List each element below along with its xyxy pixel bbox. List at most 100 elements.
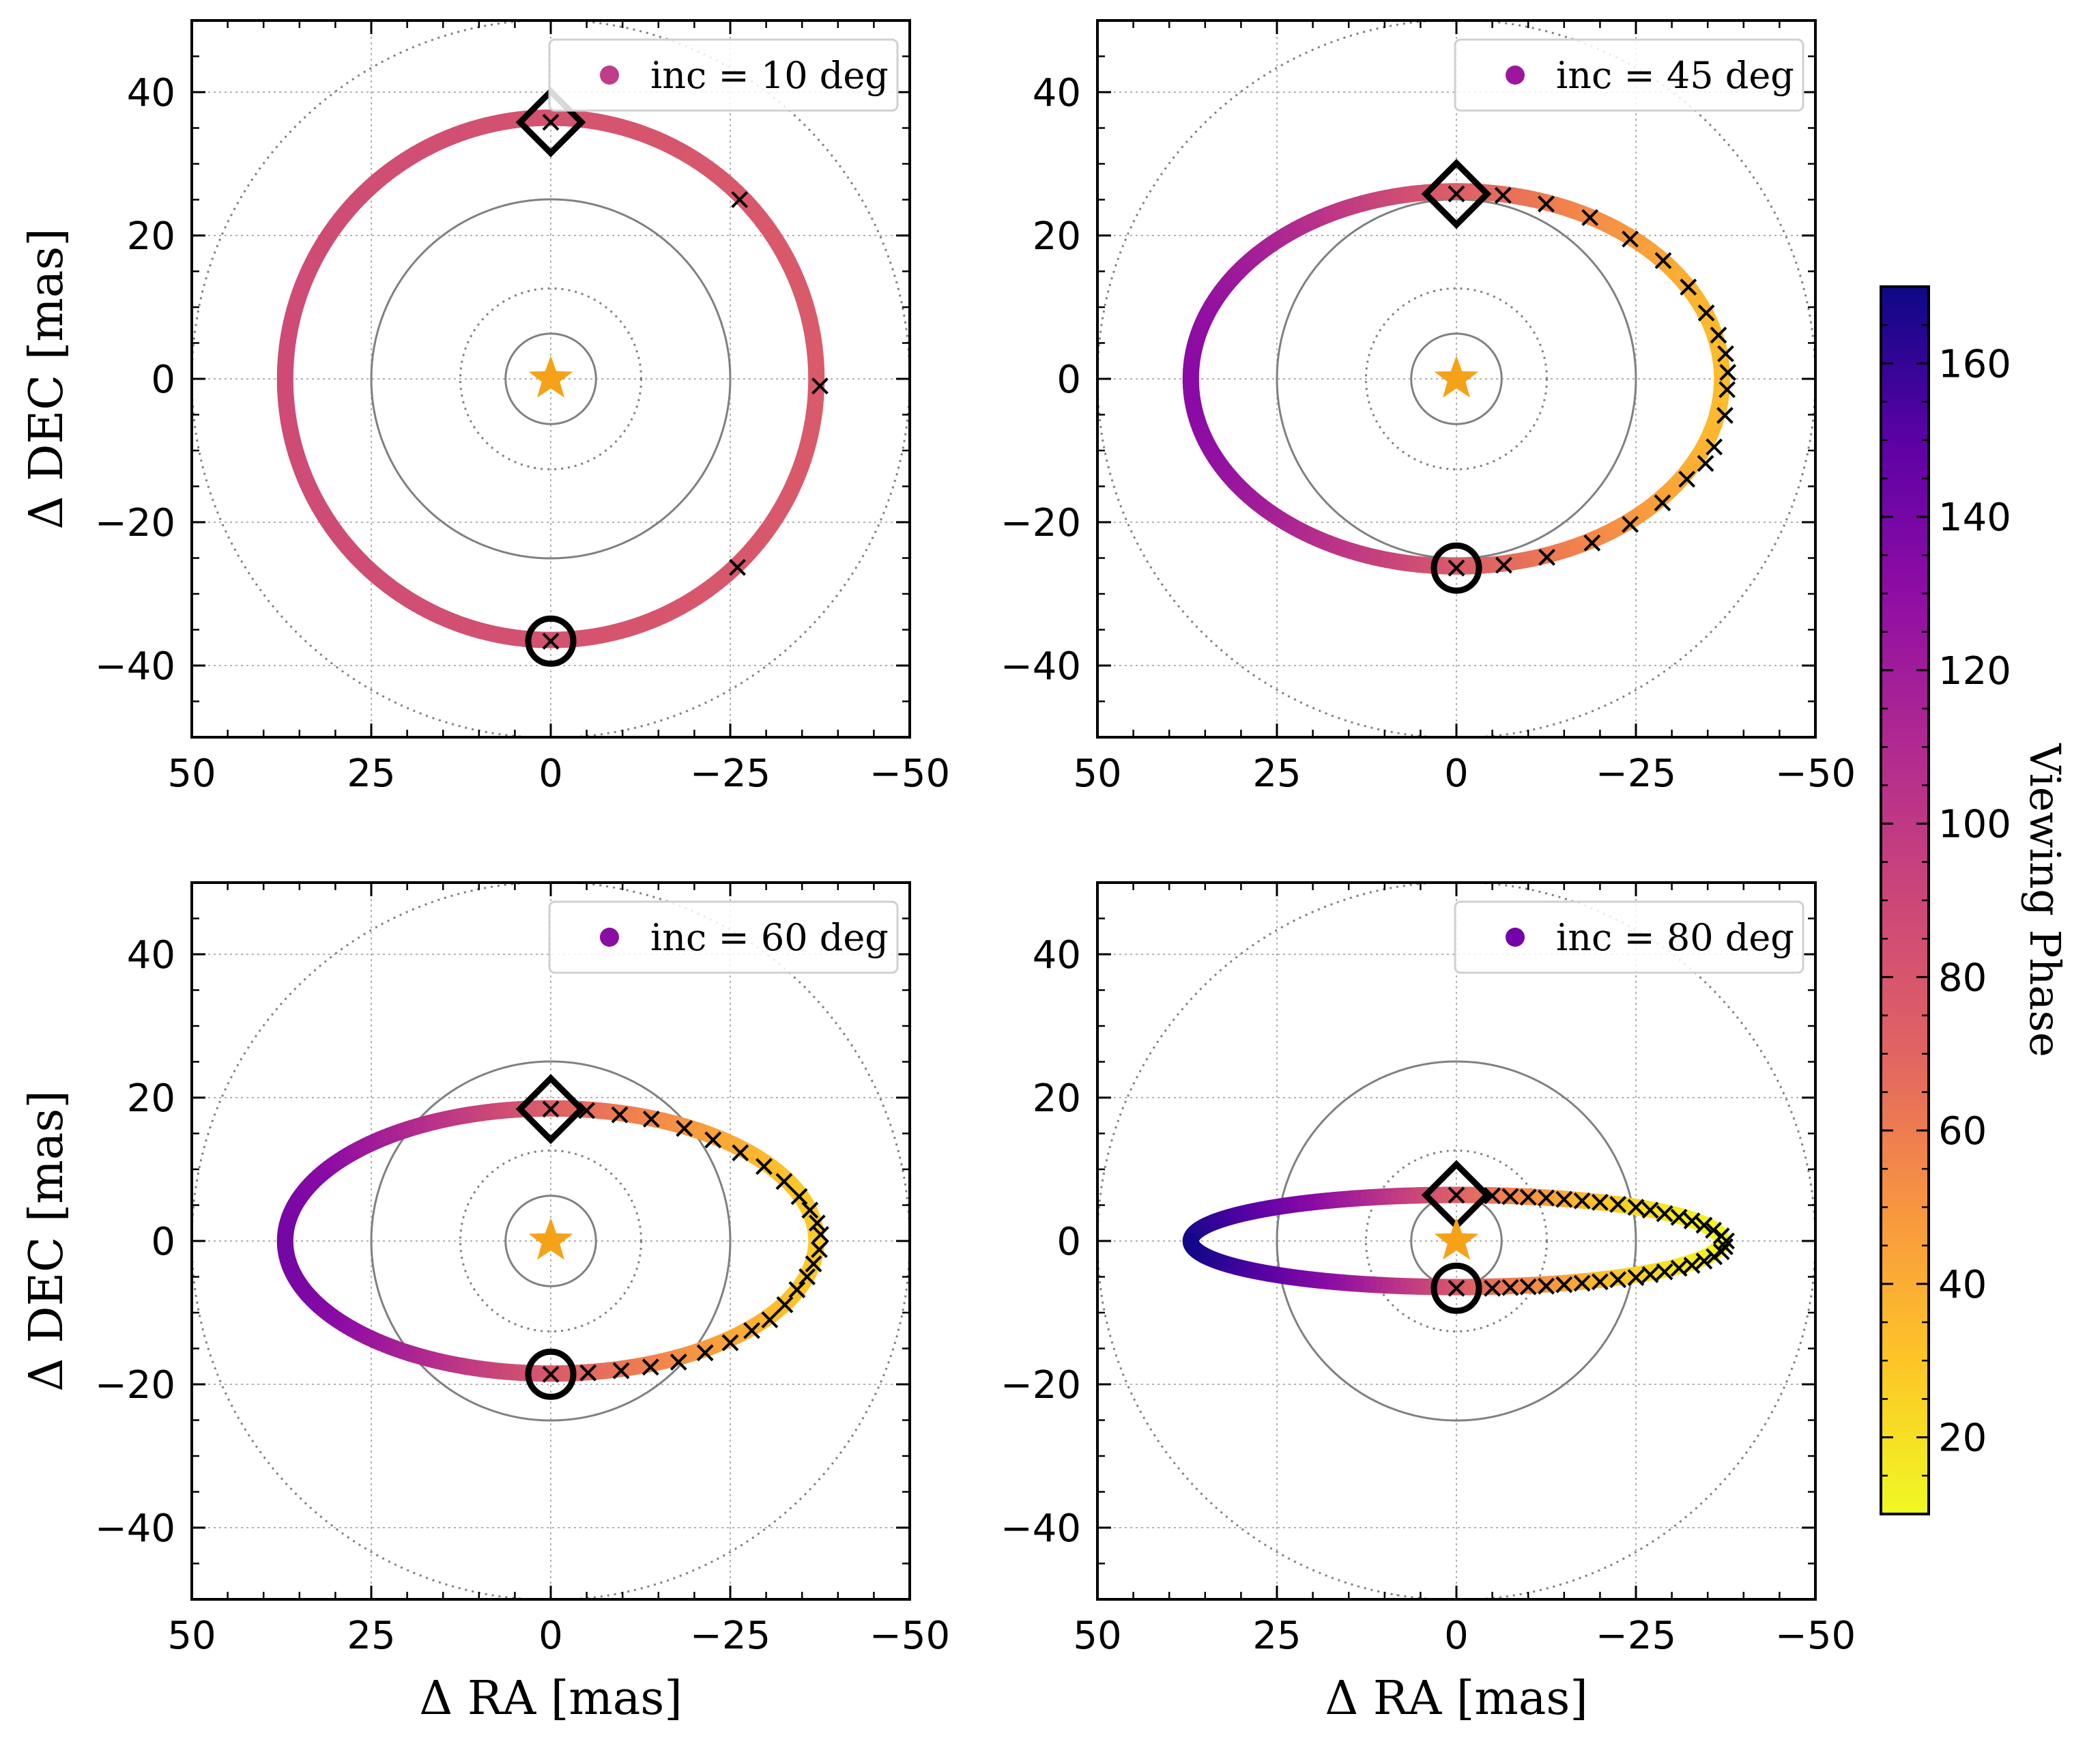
epoch-x-marker: [1719, 364, 1737, 381]
epoch-x-marker: [1538, 1189, 1555, 1207]
y-tick-label: 40: [127, 933, 175, 977]
epoch-x-marker: [1718, 381, 1736, 399]
host-star-icon: [1434, 356, 1479, 398]
epoch-x-marker: [743, 1322, 760, 1339]
reference-circle-dotted: [459, 287, 643, 471]
epoch-x-marker: [1627, 1199, 1645, 1216]
legend-label: inc = 45 deg: [1556, 54, 1794, 97]
epoch-x-marker: [1484, 1279, 1501, 1297]
diamond-marker: [515, 87, 586, 158]
axis-ticks: [190, 19, 911, 739]
diamond-marker: [515, 1074, 586, 1145]
x-tick-label: −50: [1775, 1614, 1856, 1658]
reference-circle-solid: [1276, 1060, 1637, 1422]
epoch-x-marker: [1718, 1232, 1735, 1250]
legend: inc = 60 deg: [548, 900, 899, 974]
x-tick-label: −50: [869, 1614, 950, 1658]
subplot-2: 50 25 0 −25 −50 40 20 0 −20 −40 inc = 45 deg: [1001, 19, 1856, 796]
epoch-x-marker: [642, 1358, 659, 1376]
epoch-x-marker: [1573, 1192, 1591, 1210]
epoch-x-marker: [721, 1334, 739, 1352]
y-tick-label: 20: [127, 1076, 175, 1121]
orbit-path: [276, 109, 825, 648]
epoch-x-marker: [1494, 186, 1512, 204]
epoch-x-marker: [811, 377, 829, 395]
host-star-icon: [1434, 1218, 1479, 1260]
epoch-x-marker: [1609, 1271, 1627, 1289]
epoch-x-marker: [1501, 1279, 1519, 1296]
epoch-x-marker: [1538, 1277, 1555, 1295]
epoch-x-marker: [1706, 438, 1723, 456]
host-star-icon: [528, 1218, 573, 1260]
epoch-x-marker: [1695, 1252, 1713, 1270]
circle-marker: [525, 615, 577, 667]
epoch-x-marker: [761, 1311, 779, 1328]
epoch-x-marker: [756, 1158, 773, 1175]
epoch-x-marker: [612, 1362, 630, 1380]
epoch-x-marker: [1583, 534, 1601, 552]
epoch-x-marker: [1622, 515, 1639, 533]
epoch-x-marker: [1448, 1279, 1465, 1297]
epoch-x-marker: [1697, 455, 1714, 472]
epoch-x-marker: [704, 1131, 722, 1149]
epoch-x-marker: [696, 1344, 714, 1362]
epoch-x-marker: [788, 1281, 806, 1298]
epoch-x-marker: [808, 1214, 826, 1232]
circle-marker: [1430, 542, 1482, 594]
x-tick-label: 50: [1073, 752, 1121, 796]
colorbar-tick-label: 100: [1938, 803, 2011, 847]
epoch-x-marker: [731, 191, 749, 208]
colorbar-tick-label: 40: [1938, 1263, 1987, 1307]
epoch-x-marker: [732, 1144, 749, 1162]
epoch-x-marker: [776, 1296, 794, 1313]
epoch-markers: [1448, 1186, 1735, 1297]
x-tick-label: −50: [869, 752, 950, 796]
subplot-4: 50 25 0 −25 −50 40 20 0 −20 −40 Δ RA [mas] inc = 80…: [1001, 881, 1856, 1726]
y-axis-label: Δ DEC [mas]: [20, 228, 74, 530]
plot-area: [192, 883, 910, 1599]
epoch-x-marker: [1678, 470, 1696, 488]
y-tick-label: 40: [1033, 71, 1081, 115]
epoch-x-marker: [1670, 1208, 1688, 1226]
epoch-x-marker: [1501, 1188, 1519, 1205]
epoch-x-marker: [1683, 1212, 1701, 1230]
epoch-x-marker: [1695, 1216, 1713, 1234]
x-tick-label: −50: [1775, 752, 1856, 796]
epoch-markers: [542, 1100, 829, 1383]
epoch-x-marker: [1683, 1257, 1701, 1274]
x-tick-label: 50: [167, 752, 216, 796]
epoch-x-marker: [729, 558, 746, 576]
legend-label: inc = 80 deg: [1556, 916, 1794, 959]
reference-circle-solid: [370, 1060, 732, 1422]
x-tick-label: 25: [347, 1614, 395, 1658]
x-axis-label: Δ RA [mas]: [419, 1672, 682, 1726]
reference-circle-solid: [504, 1195, 597, 1287]
epoch-x-marker: [1555, 1276, 1573, 1294]
legend-marker: [600, 928, 619, 947]
epoch-x-marker: [1654, 252, 1672, 270]
reference-circle-dotted: [459, 1149, 643, 1333]
epoch-x-marker: [1654, 494, 1671, 512]
epoch-x-marker: [542, 113, 560, 131]
axis-ticks: [190, 881, 911, 1601]
epoch-x-marker: [676, 1119, 693, 1137]
epoch-x-marker: [1627, 1269, 1645, 1286]
epoch-x-marker: [642, 1111, 660, 1128]
reference-circle-solid: [504, 332, 597, 425]
axis-ticks: [1096, 19, 1817, 739]
x-tick-label: 0: [538, 752, 563, 796]
y-tick-label: 20: [127, 214, 175, 259]
subplot-grid: 50 25 0 −25 −50 40 20 0 −20 −40 Δ DEC [mas] inc = 1…: [20, 19, 1856, 1726]
y-axis-label: Δ DEC [mas]: [20, 1090, 74, 1392]
y-tick-label: 0: [151, 358, 175, 402]
epoch-x-marker: [670, 1354, 687, 1371]
reference-circle-dotted: [1364, 1149, 1549, 1333]
epoch-x-marker: [790, 1188, 808, 1205]
y-tick-label: −20: [95, 1363, 175, 1408]
epoch-x-marker: [1705, 1221, 1723, 1239]
plot-area: [192, 20, 910, 737]
colorbar-ticks: 20 40 60 80 100 120 140 160: [1881, 285, 2011, 1515]
legend-label: inc = 60 deg: [650, 916, 889, 959]
epoch-x-marker: [1706, 1248, 1723, 1266]
